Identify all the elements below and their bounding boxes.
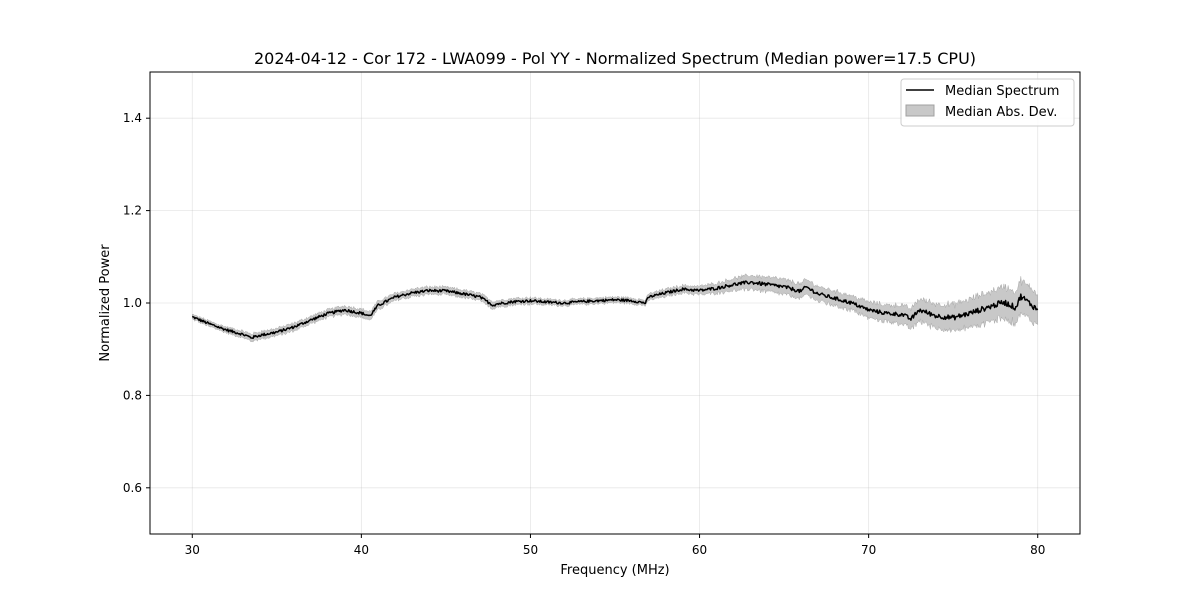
legend: Median Spectrum Median Abs. Dev. [900, 78, 1075, 127]
chart-title: 2024-04-12 - Cor 172 - LWA099 - Pol YY -… [254, 49, 976, 68]
x-axis-ticks: 30 40 50 60 70 80 [185, 534, 1045, 557]
median-spectrum-line [191, 280, 1039, 339]
spectrum-line-layer [191, 280, 1039, 339]
x-tick-label: 80 [1030, 543, 1045, 557]
y-tick-label: 1.0 [123, 296, 142, 310]
y-axis-ticks: 0.6 0.8 1.0 1.2 1.4 [123, 111, 150, 495]
y-tick-label: 0.6 [123, 481, 142, 495]
y-axis-label: Normalized Power [98, 244, 113, 362]
legend-box [900, 78, 1075, 127]
legend-entry-median-spectrum: Median Spectrum [945, 84, 1059, 99]
y-tick-label: 1.2 [123, 204, 142, 218]
x-tick-label: 70 [861, 543, 876, 557]
x-axis-label: Frequency (MHz) [560, 563, 669, 578]
x-tick-label: 60 [692, 543, 707, 557]
x-tick-label: 30 [185, 543, 200, 557]
legend-band-swatch [905, 104, 935, 117]
y-tick-label: 0.8 [123, 388, 142, 402]
x-tick-label: 40 [354, 543, 369, 557]
median-abs-dev-band [192, 273, 1038, 343]
legend-entry-median-abs-dev: Median Abs. Dev. [945, 105, 1057, 120]
mad-band-layer [192, 273, 1038, 343]
x-tick-label: 50 [523, 543, 538, 557]
y-tick-label: 1.4 [123, 111, 142, 125]
